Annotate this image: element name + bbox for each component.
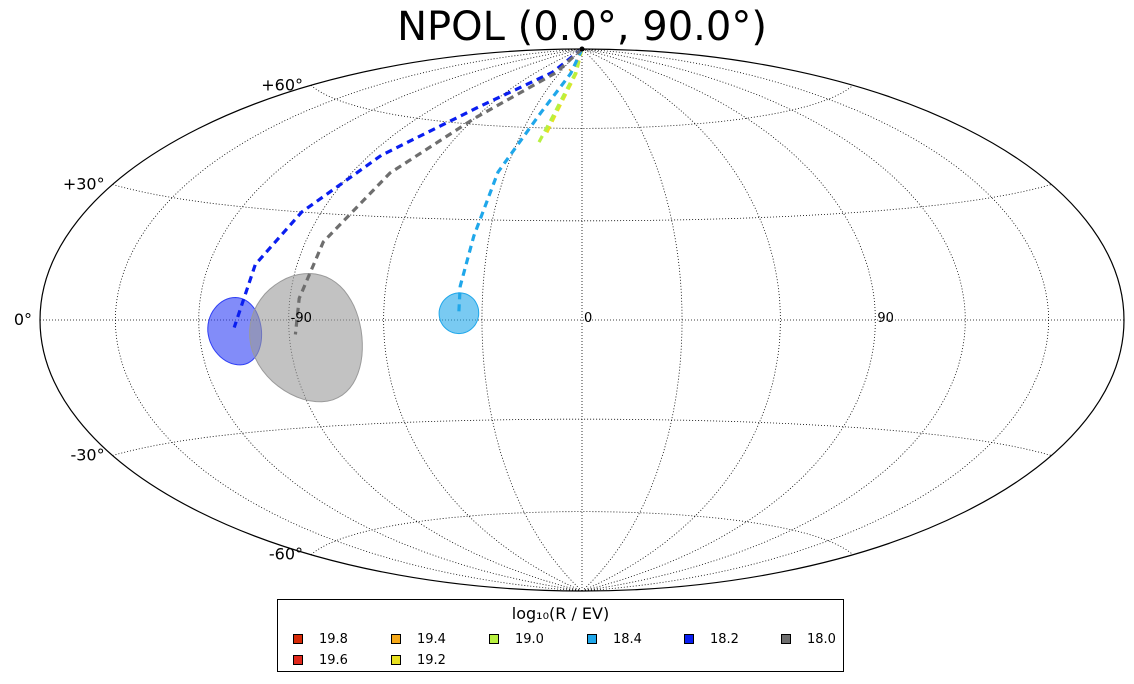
- meridian-line: [383, 48, 583, 592]
- source-marker: [579, 46, 585, 52]
- legend-label: 19.2: [417, 653, 446, 668]
- parallel-line: [112, 184, 1052, 222]
- meridian-line: [581, 48, 966, 592]
- meridian-line: [581, 48, 683, 592]
- track-line: [537, 48, 584, 144]
- legend-swatch: [781, 633, 791, 644]
- lon-tick-label: 0: [584, 311, 592, 326]
- legend: log₁₀(R / EV) 19.8 19.6 19.4 19.2 19.0 1…: [277, 599, 844, 672]
- meridian-line: [581, 48, 781, 592]
- track-line: [457, 48, 584, 314]
- legend-item: 19.2: [391, 653, 446, 669]
- lat-tick-label: -60°: [269, 545, 303, 564]
- legend-label: 19.8: [319, 632, 348, 647]
- lat-tick-label: 0°: [14, 310, 32, 329]
- legend-swatch: [684, 633, 694, 644]
- legend-item: 18.4: [587, 632, 642, 648]
- chart-title: NPOL (0.0°, 90.0°): [397, 4, 767, 50]
- lon-tick-label: -90: [291, 311, 312, 326]
- legend-swatch: [293, 633, 303, 644]
- parallel-line: [310, 84, 854, 129]
- legend-label: 19.0: [515, 632, 544, 647]
- parallel-line: [112, 418, 1052, 456]
- legend-label: 19.4: [417, 632, 446, 647]
- legend-swatch: [391, 633, 401, 644]
- lat-tick-label: +60°: [261, 75, 303, 94]
- legend-item: 18.2: [684, 632, 739, 648]
- legend-title: log₁₀(R / EV): [511, 604, 610, 623]
- parallel-line: [310, 511, 854, 556]
- legend-label: 18.0: [807, 632, 836, 647]
- track-line: [293, 47, 584, 335]
- source-region: [438, 292, 480, 335]
- legend-swatch: [391, 654, 401, 665]
- legend-label: 19.6: [319, 653, 348, 668]
- lon-tick-label: 90: [877, 311, 894, 326]
- legend-swatch: [587, 633, 597, 644]
- legend-item: 19.0: [489, 632, 544, 648]
- legend-item: 19.8: [293, 632, 348, 648]
- track-line: [232, 47, 583, 329]
- legend-item: 19.4: [391, 632, 446, 648]
- legend-item: 19.6: [293, 653, 348, 669]
- legend-label: 18.4: [613, 632, 642, 647]
- lat-tick-label: -30°: [70, 446, 104, 465]
- meridian-line: [581, 48, 1050, 592]
- legend-label: 18.2: [710, 632, 739, 647]
- source-region: [249, 272, 363, 403]
- meridian-line: [581, 48, 876, 592]
- legend-item: 18.0: [781, 632, 836, 648]
- map-layer: 90 0 -90 +60° +30° 0° -30° -60°: [14, 46, 1125, 592]
- legend-swatch: [489, 633, 499, 644]
- legend-swatch: [293, 654, 303, 665]
- meridian-line: [288, 48, 583, 592]
- lat-tick-label: +30°: [63, 175, 105, 194]
